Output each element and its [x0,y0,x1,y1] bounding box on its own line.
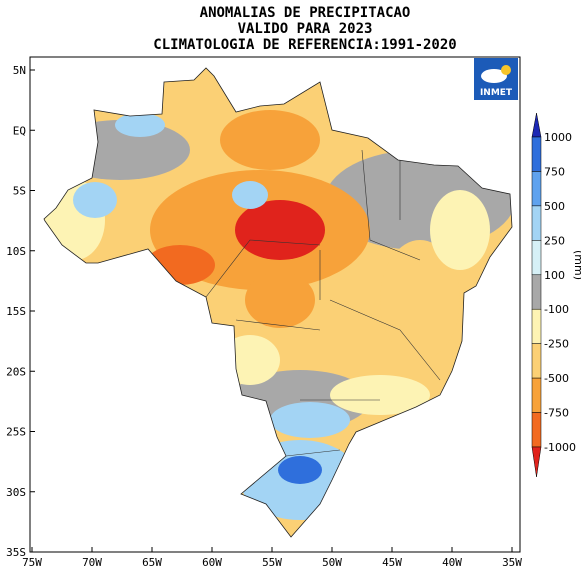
lon-tick-label: 35W [502,556,522,569]
lat-tick-label: 25S [6,426,26,439]
colorbar-segment [531,274,542,310]
lat-tick-label: 15S [6,305,26,318]
lat-tick-label: 20S [6,365,26,378]
lon-tick-label: 65W [142,556,162,569]
colorbar-label: -750 [544,407,569,420]
title-line: CLIMATOLOGIA DE REFERENCIA:1991-2020 [153,37,456,53]
lon-tick-label: 50W [322,556,342,569]
logo-sun [501,65,511,75]
colorbar-arrow-bottom [531,446,542,478]
lat-tick-label: 5N [13,64,26,77]
title-line: VALIDO PARA 2023 [238,21,373,37]
lon-tick-label: 45W [382,556,402,569]
colorbar-segment [531,377,542,413]
colorbar-label: -100 [544,303,569,316]
logo-cloud [481,69,507,83]
state-borders [205,149,441,457]
lon-tick-label: 40W [442,556,462,569]
colorbar-segment [531,136,542,172]
lon-tick-label: 55W [262,556,282,569]
colorbar-segment [531,205,542,241]
colorbar-label: 100 [544,269,565,282]
title-line: ANOMALIAS DE PRECIPITACAO [200,5,411,21]
lon-tick-label: 70W [82,556,102,569]
colorbar-label: -250 [544,338,569,351]
lat-tick-label: 5S [13,185,26,198]
lon-tick-label: 60W [202,556,222,569]
logo-text: INMET [480,88,513,98]
colorbar-label: 250 [544,234,565,247]
lat-tick-label: 10S [6,245,26,258]
colorbar-segment [531,171,542,207]
colorbar-segment [531,343,542,379]
colorbar-label: 750 [544,165,565,178]
lon-tick-label: 75W [22,556,42,569]
colorbar-segment [531,308,542,344]
colorbar-segment [531,240,542,276]
lat-tick-label: EQ [13,124,26,137]
colorbar-label: 1000 [544,131,572,144]
colorbar-label: 500 [544,200,565,213]
colorbar-label: -1000 [544,441,576,454]
lat-tick-label: 35S [6,546,26,559]
lat-tick-label: 30S [6,486,26,499]
colorbar-unit: (mm) [572,250,581,280]
colorbar-label: -500 [544,372,569,385]
colorbar-arrow-top [531,112,542,138]
colorbar-segment [531,412,542,448]
